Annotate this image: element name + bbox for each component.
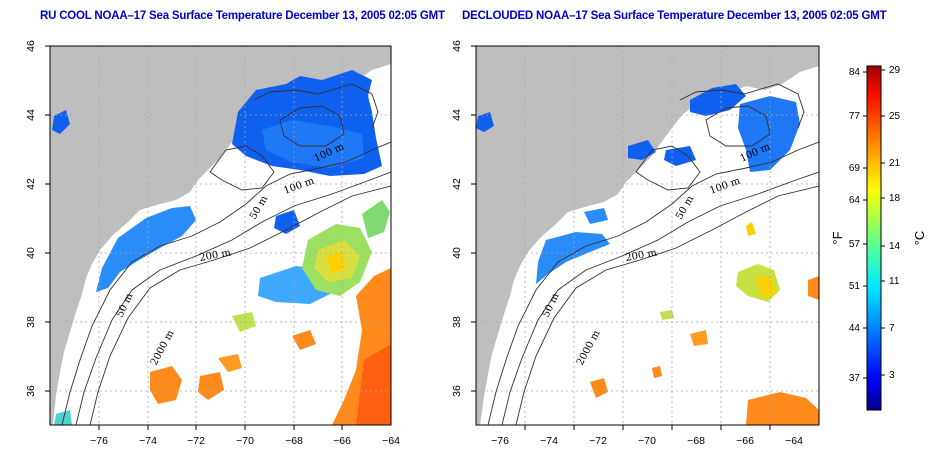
cold-water-patch (584, 208, 608, 224)
celsius-tick-label: 18 (889, 193, 901, 204)
raw-sst-map: 100 m 100 m 50 m 200 m 50 m 2000 m −76 −… (25, 40, 400, 447)
longitude-tick-label: −72 (589, 435, 607, 447)
celsius-tick-label: 25 (889, 111, 901, 122)
lat-lon-grid (50, 46, 391, 425)
longitude-tick-label: −68 (687, 435, 705, 447)
warm-water-patch (356, 344, 391, 425)
warm-water-patch (362, 200, 390, 238)
celsius-unit-label: °C (912, 231, 927, 246)
longitude-tick-label: −70 (638, 435, 656, 447)
longitude-tick-label: −70 (236, 435, 254, 447)
fahrenheit-tick-label: 57 (849, 239, 861, 250)
cold-water-patch (536, 232, 610, 284)
latitude-tick-label: 46 (451, 40, 463, 52)
bathymetry-contours (61, 83, 391, 425)
latitude-tick-label: 40 (25, 247, 37, 259)
cold-water-patch (628, 140, 656, 160)
warm-water-patch (690, 330, 708, 346)
right-map-title: DECLOUDED NOAA–17 Sea Surface Temperatur… (462, 10, 887, 22)
longitude-tick-label: −64 (382, 435, 400, 447)
warm-water-patch (652, 366, 662, 378)
warm-water-patch (232, 312, 256, 332)
cold-water-patch (262, 120, 364, 168)
lat-lon-grid (476, 46, 819, 425)
cold-water-patch (738, 96, 800, 172)
cold-water-patch (274, 210, 300, 234)
celsius-tick-label: 21 (889, 158, 901, 169)
fahrenheit-tick-label: 51 (849, 281, 861, 292)
warm-water-patch (326, 252, 346, 274)
warm-water-patch (292, 330, 316, 350)
cold-water-patch (96, 206, 196, 292)
declouded-sst-map: 100 m 100 m 50 m 200 m 50 m 2000 m −76 −… (451, 40, 820, 447)
latitude-tick-label: 40 (451, 247, 463, 259)
warm-water-patch (54, 410, 72, 425)
fahrenheit-tick-label: 77 (849, 111, 861, 122)
warm-water-patch (746, 222, 756, 236)
warm-water-patch (218, 354, 242, 372)
longitude-tick-label: −76 (90, 435, 108, 447)
longitude-tick-label: −66 (736, 435, 754, 447)
warm-water-patch (590, 378, 608, 398)
land-mass (476, 46, 819, 425)
fahrenheit-unit-label: °F (830, 231, 845, 244)
latitude-tick-label: 42 (451, 178, 463, 190)
colorbar-gradient (866, 65, 882, 411)
warm-water-patch (746, 392, 819, 425)
celsius-tick-label: 3 (889, 370, 895, 381)
latitude-tick-label: 36 (25, 385, 37, 397)
latitude-tick-label: 36 (451, 385, 463, 397)
fahrenheit-tick-label: 84 (849, 67, 861, 78)
celsius-tick-label: 29 (889, 65, 901, 76)
warm-water-patch (808, 276, 819, 300)
fahrenheit-tick-label: 44 (849, 323, 861, 334)
latitude-tick-label: 38 (25, 316, 37, 328)
longitude-tick-label: −66 (333, 435, 351, 447)
latitude-tick-label: 46 (25, 40, 37, 52)
bathymetry-contours (487, 83, 819, 425)
longitude-tick-label: −74 (540, 435, 558, 447)
celsius-tick-label: 11 (889, 276, 900, 287)
longitude-tick-label: −72 (187, 435, 205, 447)
latitude-tick-label: 38 (451, 316, 463, 328)
warm-water-patch (198, 372, 224, 400)
warm-water-patch (660, 310, 674, 320)
cold-water-patch (476, 112, 494, 132)
latitude-tick-label: 42 (25, 178, 37, 190)
fahrenheit-tick-label: 37 (849, 373, 861, 384)
celsius-tick-label: 7 (889, 323, 895, 334)
fahrenheit-tick-label: 69 (849, 163, 861, 174)
land-mass (50, 46, 391, 425)
warm-water-patch (756, 276, 776, 298)
fahrenheit-tick-label: 64 (849, 195, 861, 206)
longitude-tick-label: −68 (285, 435, 303, 447)
cold-water-patch (52, 110, 70, 134)
left-map-title: RU COOL NOAA–17 Sea Surface Temperature … (40, 10, 445, 22)
celsius-tick-label: 14 (889, 241, 901, 252)
latitude-tick-label: 44 (451, 109, 463, 121)
longitude-tick-label: −76 (491, 435, 509, 447)
longitude-tick-label: −64 (785, 435, 803, 447)
temperature-colorbar: 84 77 69 64 57 51 44 37 29 25 21 18 14 1… (830, 65, 927, 411)
latitude-tick-label: 44 (25, 109, 37, 121)
longitude-tick-label: −74 (139, 435, 157, 447)
warm-water-patch (150, 366, 182, 404)
